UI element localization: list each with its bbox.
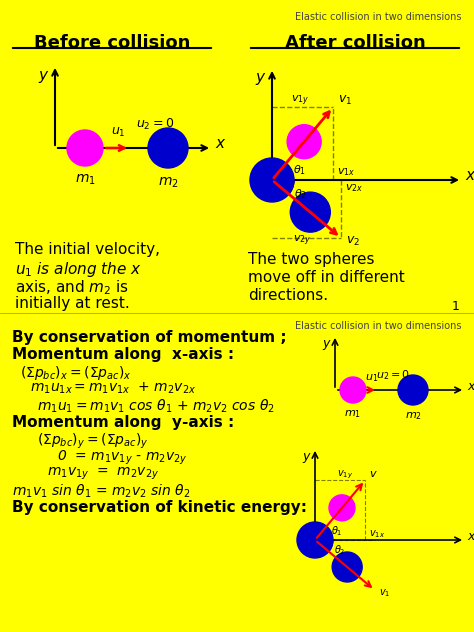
Text: $v_{1x}$: $v_{1x}$	[337, 166, 355, 178]
Text: Momentum along  y-axis :: Momentum along y-axis :	[12, 415, 234, 430]
Text: $m_1$: $m_1$	[74, 173, 95, 188]
Text: $u_2 = 0$: $u_2 = 0$	[136, 117, 174, 132]
Text: move off in different: move off in different	[248, 270, 405, 285]
Text: $v$: $v$	[369, 469, 378, 479]
Text: $v_{2y}$: $v_{2y}$	[293, 233, 311, 248]
Text: The two spheres: The two spheres	[248, 252, 374, 267]
Text: By conservation of kinetic energy:: By conservation of kinetic energy:	[12, 500, 307, 515]
Circle shape	[250, 158, 294, 202]
Text: $\theta_1$: $\theta_1$	[331, 524, 343, 538]
Text: $u_1$ is along the $x$: $u_1$ is along the $x$	[15, 260, 142, 279]
Text: $u_1$: $u_1$	[365, 372, 379, 384]
Circle shape	[398, 375, 428, 405]
Text: $\theta_2$: $\theta_2$	[294, 187, 307, 201]
Text: x: x	[467, 380, 474, 394]
Text: x: x	[467, 530, 474, 544]
Circle shape	[332, 552, 362, 582]
Text: $v_{1y}$: $v_{1y}$	[337, 469, 353, 481]
Text: $(\Sigma p_{bc})_y = (\Sigma p_{ac})_y$: $(\Sigma p_{bc})_y = (\Sigma p_{ac})_y$	[37, 432, 149, 451]
Text: $\theta_1$: $\theta_1$	[293, 163, 306, 177]
Text: y: y	[302, 450, 310, 463]
Text: $v_{1y}$: $v_{1y}$	[291, 94, 309, 108]
Text: 1: 1	[452, 300, 460, 313]
Text: Before collision: Before collision	[34, 34, 190, 52]
Text: The initial velocity,: The initial velocity,	[15, 242, 160, 257]
Text: Elastic collision in two dimensions: Elastic collision in two dimensions	[295, 12, 462, 22]
Circle shape	[329, 495, 355, 521]
Text: $v_1$: $v_1$	[379, 587, 390, 599]
Circle shape	[340, 377, 366, 403]
Text: Elastic collision in two dimensions: Elastic collision in two dimensions	[295, 321, 462, 331]
Circle shape	[67, 130, 103, 166]
Text: $u_2 = 0$: $u_2 = 0$	[376, 368, 410, 382]
Text: x: x	[215, 137, 224, 152]
Text: y: y	[323, 337, 330, 350]
Text: $v_{1x}$: $v_{1x}$	[369, 528, 385, 540]
Text: $v_2$: $v_2$	[346, 235, 360, 248]
Text: $v_1$: $v_1$	[338, 94, 352, 107]
Text: Momentum along  x-axis :: Momentum along x-axis :	[12, 347, 234, 362]
Text: directions.: directions.	[248, 288, 328, 303]
Text: $m_1 v_{1y}$  =  $m_2 v_{2y}$: $m_1 v_{1y}$ = $m_2 v_{2y}$	[47, 466, 159, 482]
Text: $m_2$: $m_2$	[158, 176, 178, 190]
Text: y: y	[255, 70, 264, 85]
Text: $u_1$: $u_1$	[110, 126, 125, 139]
Text: $v_{2x}$: $v_{2x}$	[345, 182, 363, 194]
Text: initially at rest.: initially at rest.	[15, 296, 130, 311]
Circle shape	[297, 522, 333, 558]
Text: x: x	[465, 169, 474, 183]
Text: By conservation of momentum ;: By conservation of momentum ;	[12, 330, 287, 345]
Text: $m_1 u_1 = m_1 v_1$ cos $\theta_1$ + $m_2 v_2$ cos $\theta_2$: $m_1 u_1 = m_1 v_1$ cos $\theta_1$ + $m_…	[37, 398, 275, 415]
Text: After collision: After collision	[284, 34, 425, 52]
Text: $\theta_2$: $\theta_2$	[334, 543, 346, 557]
Text: $m_1 v_1$ sin $\theta_1$ = $m_2 v_2$ sin $\theta_2$: $m_1 v_1$ sin $\theta_1$ = $m_2 v_2$ sin…	[12, 483, 191, 501]
Text: axis, and $m_2$ is: axis, and $m_2$ is	[15, 278, 129, 296]
Text: 0  = $m_1 v_{1y}$ - $m_2 v_{2y}$: 0 = $m_1 v_{1y}$ - $m_2 v_{2y}$	[57, 449, 188, 467]
Circle shape	[148, 128, 188, 168]
Text: $m_2$: $m_2$	[404, 410, 421, 422]
Text: y: y	[38, 68, 47, 83]
Text: $m_1$: $m_1$	[345, 408, 362, 420]
Text: $m_1 u_{1x} = m_1 v_{1x}$  + $m_2 v_{2x}$: $m_1 u_{1x} = m_1 v_{1x}$ + $m_2 v_{2x}$	[30, 381, 196, 396]
Circle shape	[290, 192, 330, 232]
Circle shape	[287, 125, 321, 159]
Text: $(\Sigma p_{bc})_x = (\Sigma p_{ac})_x$: $(\Sigma p_{bc})_x = (\Sigma p_{ac})_x$	[20, 364, 132, 382]
